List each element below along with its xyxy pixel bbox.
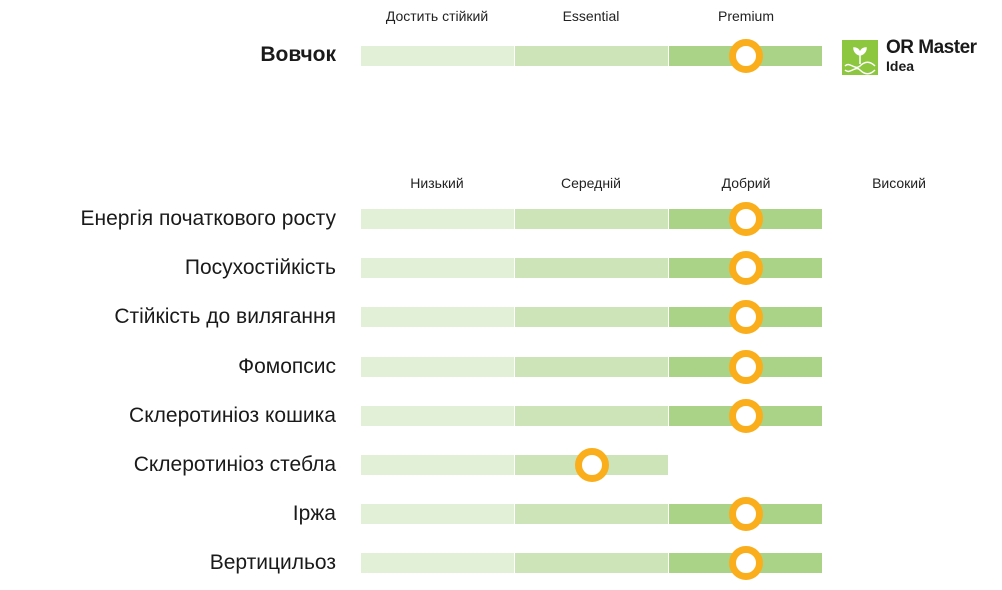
- bar-segment: [515, 307, 668, 328]
- header-tier-1: Достить стійкий: [385, 8, 489, 24]
- header-tier-2: Essential: [562, 8, 620, 24]
- bar-segment: [361, 504, 514, 525]
- logo-subtitle: Idea: [886, 58, 915, 74]
- trait-rating-bar: [361, 300, 822, 335]
- header-tier-3: Premium: [717, 8, 775, 24]
- trait-rating-bar: [361, 349, 822, 384]
- rating-marker: [729, 251, 763, 286]
- rating-marker: [729, 39, 763, 73]
- scale-header-good: Добрий: [721, 175, 771, 191]
- trait-rating-bar: [361, 497, 822, 532]
- trait-rating-bar: [361, 448, 668, 482]
- variety-name: Вовчок: [260, 43, 336, 66]
- bar-segment: [515, 553, 668, 574]
- bar-segment: [361, 405, 514, 426]
- rating-marker: [729, 349, 763, 384]
- trait-name: Посухостійкість: [184, 256, 336, 280]
- trait-name: Вертицильоз: [209, 551, 336, 575]
- rating-marker: [575, 448, 609, 482]
- trait-name: Енергія початкового росту: [80, 207, 337, 230]
- bar-segment: [361, 209, 514, 229]
- trait-name: Іржа: [292, 502, 336, 526]
- rating-marker: [729, 398, 763, 433]
- bar-segment: [515, 405, 668, 426]
- scale-header-low: Низький: [410, 175, 464, 191]
- trait-name: Стійкість до вилягання: [114, 305, 336, 329]
- bar-segment: [361, 455, 514, 475]
- bar-segment: [515, 258, 668, 279]
- trait-rating-bar: [361, 546, 822, 581]
- scale-header-medium: Середній: [561, 175, 621, 191]
- bar-segment: [361, 356, 514, 377]
- bar-segment: [515, 46, 668, 66]
- trait-rating-bar: [361, 202, 822, 236]
- trait-name: Склеротиніоз стебла: [133, 453, 336, 476]
- bar-segment: [361, 307, 514, 328]
- rating-marker: [729, 202, 763, 236]
- bar-segment: [361, 258, 514, 279]
- trait-name: Фомопсис: [238, 354, 336, 378]
- rating-marker: [729, 300, 763, 335]
- bar-segment: [361, 46, 514, 66]
- rating-marker: [729, 546, 763, 581]
- scale-header-high: Високий: [872, 175, 926, 191]
- trait-name: Склеротиніоз кошика: [129, 403, 336, 427]
- bar-segment: [515, 356, 668, 377]
- trait-rating-bar: [361, 251, 822, 286]
- bar-segment: [515, 504, 668, 525]
- logo-icon: [842, 40, 878, 75]
- bar-segment: [515, 209, 668, 229]
- bar-segment: [361, 553, 514, 574]
- variety-tier-bar: [361, 39, 822, 73]
- rating-marker: [729, 497, 763, 532]
- logo-title: OR Master: [886, 37, 977, 58]
- trait-rating-bar: [361, 398, 822, 433]
